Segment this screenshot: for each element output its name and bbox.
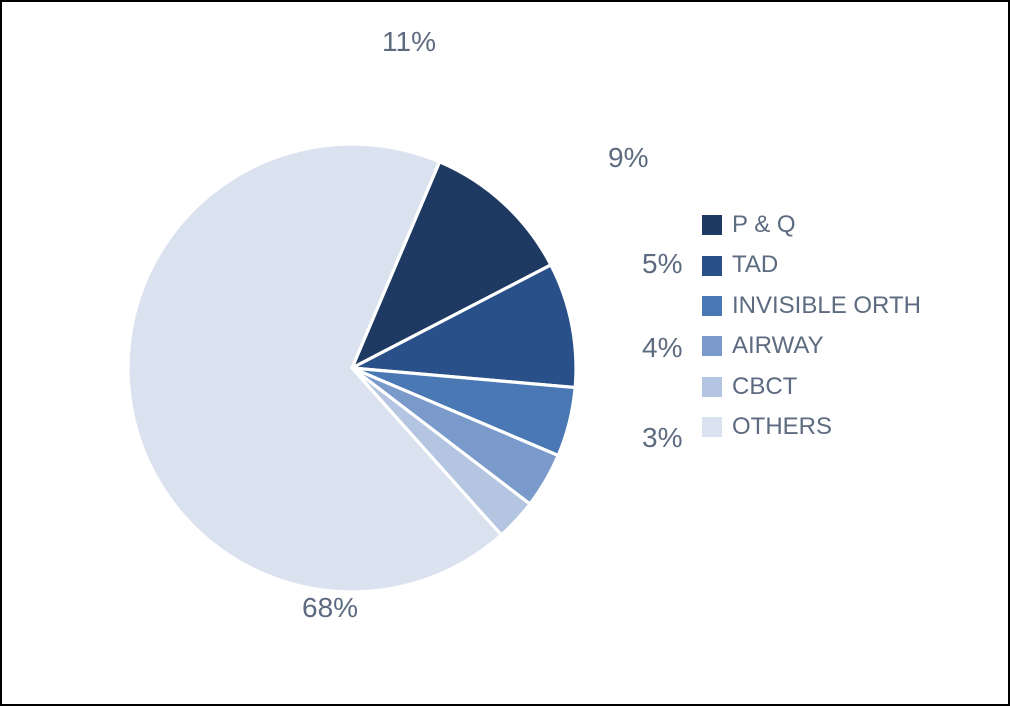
legend-label-pq: P & Q bbox=[732, 212, 796, 238]
data-label-tad: 9% bbox=[608, 142, 648, 174]
pie-chart bbox=[72, 32, 632, 672]
data-label-inv: 5% bbox=[642, 248, 682, 280]
legend-label-inv: INVISIBLE ORTH bbox=[732, 293, 921, 319]
legend-item-others: OTHERS bbox=[702, 414, 921, 440]
legend-swatch-tad bbox=[702, 256, 722, 276]
legend-label-air: AIRWAY bbox=[732, 333, 824, 359]
data-label-others: 68% bbox=[302, 592, 358, 624]
legend: P & Q TAD INVISIBLE ORTH AIRWAY CBCT OTH… bbox=[702, 212, 921, 440]
data-label-pq: 11% bbox=[382, 26, 436, 58]
legend-item-air: AIRWAY bbox=[702, 333, 921, 359]
legend-swatch-air bbox=[702, 336, 722, 356]
legend-swatch-cbct bbox=[702, 377, 722, 397]
legend-item-inv: INVISIBLE ORTH bbox=[702, 293, 921, 319]
legend-label-others: OTHERS bbox=[732, 414, 832, 440]
legend-label-tad: TAD bbox=[732, 252, 778, 278]
legend-label-cbct: CBCT bbox=[732, 374, 797, 400]
legend-swatch-pq bbox=[702, 215, 722, 235]
legend-item-tad: TAD bbox=[702, 252, 921, 278]
data-label-air: 4% bbox=[642, 332, 682, 364]
data-label-cbct: 3% bbox=[642, 422, 682, 454]
chart-frame: 11% 9% 5% 4% 3% 68% P & Q TAD INVISIBLE … bbox=[0, 0, 1010, 706]
legend-swatch-others bbox=[702, 417, 722, 437]
legend-swatch-inv bbox=[702, 296, 722, 316]
legend-item-pq: P & Q bbox=[702, 212, 921, 238]
pie-svg bbox=[72, 32, 632, 672]
legend-item-cbct: CBCT bbox=[702, 374, 921, 400]
